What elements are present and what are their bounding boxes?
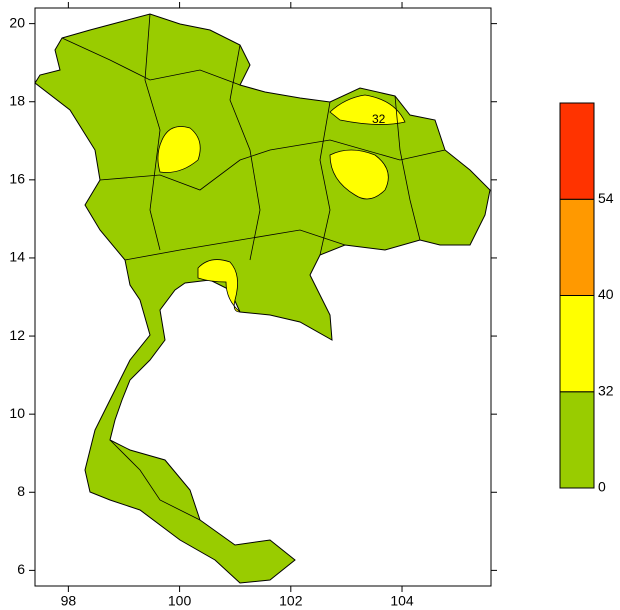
colorbar-label: 32: [598, 382, 614, 398]
province-border: [109, 439, 201, 521]
contour-region: [329, 149, 389, 200]
colorbar-label: 0: [598, 479, 606, 495]
colorbar-box: [559, 198, 595, 296]
x-tick-label: 100: [168, 593, 192, 609]
x-tick-label: 104: [390, 593, 414, 609]
y-tick-label: 6: [17, 561, 25, 577]
province-border: [61, 37, 241, 86]
province-border: [99, 139, 446, 191]
y-tick-label: 18: [9, 92, 25, 108]
y-tick-label: 14: [9, 249, 25, 265]
y-tick-label: 16: [9, 171, 25, 187]
colorbar-box: [559, 391, 595, 489]
x-tick-label: 98: [61, 593, 77, 609]
colorbar-box: [559, 102, 595, 200]
contour-region: [197, 259, 242, 313]
y-tick-label: 10: [9, 405, 25, 421]
land: 32: [34, 13, 491, 584]
axes: 98 100 102 104 6 8 10 12 14 16 18 20: [9, 2, 497, 609]
province-borders: [61, 13, 446, 521]
colorbar-label: 40: [598, 286, 614, 302]
y-tick-label: 8: [17, 483, 25, 499]
province-border: [394, 95, 421, 241]
province-border: [144, 13, 161, 251]
map-frame: [34, 7, 492, 587]
colorbar-box: [559, 295, 595, 393]
colorbar: 0 32 40 54: [559, 102, 614, 495]
province-border: [124, 229, 346, 261]
contour-region: [157, 126, 201, 173]
y-tick-label: 12: [9, 327, 25, 343]
contour-regions: [157, 94, 406, 313]
contour-label: 32: [372, 112, 386, 126]
y-tick-label: 20: [9, 14, 25, 30]
colorbar-label: 54: [598, 190, 614, 206]
province-border: [229, 44, 261, 261]
land-area: [34, 13, 491, 584]
province-border: [319, 101, 331, 256]
contour-region: [329, 94, 406, 125]
x-tick-label: 102: [279, 593, 303, 609]
